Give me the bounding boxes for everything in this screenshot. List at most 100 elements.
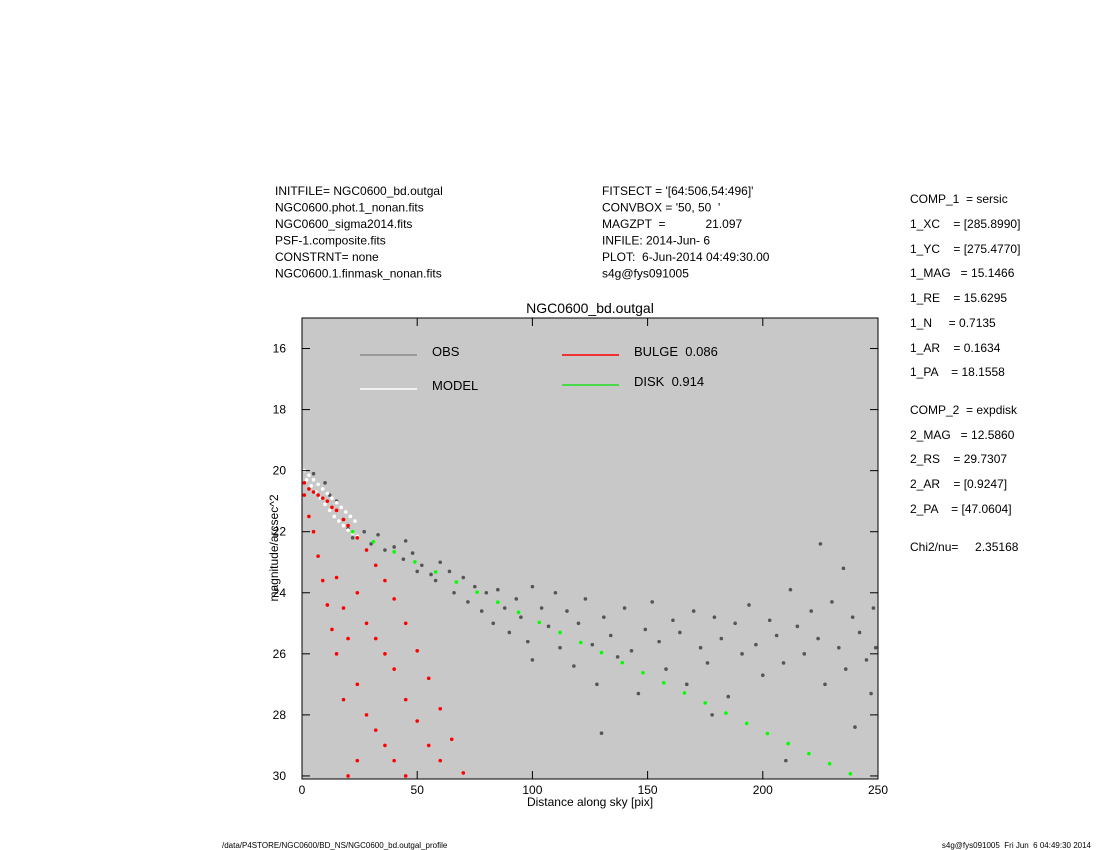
data-point	[403, 621, 408, 626]
data-point	[316, 554, 320, 558]
data-point	[311, 529, 316, 534]
y-tick-label: 18	[273, 403, 287, 417]
x-tick-label: 50	[411, 783, 425, 797]
plot-background	[302, 318, 878, 779]
data-point	[403, 539, 408, 543]
data-point	[373, 563, 378, 568]
data-point	[553, 590, 558, 595]
data-point	[583, 597, 588, 601]
data-point	[864, 658, 869, 662]
data-point	[369, 542, 373, 546]
data-point	[507, 630, 512, 635]
data-point	[636, 691, 641, 696]
data-point	[857, 630, 862, 635]
header-middle-line: PLOT: 6-Jun-2014 04:49:30.00	[602, 250, 770, 264]
data-point	[461, 771, 466, 775]
data-point	[364, 621, 369, 626]
data-point	[724, 711, 728, 715]
data-point	[491, 621, 496, 626]
legend-label: MODEL	[432, 378, 478, 393]
data-point	[392, 758, 396, 763]
parameter-line: 1_MAG = 15.1466	[910, 266, 1015, 280]
x-axis-label: Distance along sky [pix]	[527, 795, 653, 809]
data-point	[401, 557, 406, 561]
parameter-line: 1_AR = 0.1634	[910, 341, 1001, 355]
data-point	[795, 624, 800, 629]
footer-left: /data/P4STORE/NGC0600/BD_NS/NGC0600_bd.o…	[222, 841, 448, 850]
data-point	[362, 529, 367, 534]
data-point	[602, 615, 606, 619]
data-point	[330, 496, 334, 500]
data-point	[608, 633, 613, 638]
data-point	[330, 627, 334, 632]
data-point	[364, 713, 369, 717]
header-middle-line: MAGZPT = 21.097	[602, 217, 742, 231]
data-point	[341, 523, 346, 528]
data-point	[539, 606, 544, 610]
data-point	[325, 603, 330, 607]
data-point	[325, 491, 330, 496]
data-point	[307, 487, 311, 491]
data-point	[530, 584, 535, 589]
data-point	[413, 560, 417, 564]
data-point	[346, 523, 350, 528]
data-point	[850, 615, 855, 619]
data-point	[403, 774, 408, 778]
data-point	[452, 590, 456, 595]
legend-label: DISK 0.914	[634, 374, 704, 389]
data-point	[355, 590, 360, 595]
data-point	[712, 615, 717, 619]
data-point	[334, 500, 339, 505]
data-point	[320, 487, 325, 491]
data-point	[383, 548, 387, 552]
data-point	[848, 772, 853, 776]
data-point	[346, 528, 350, 532]
data-point	[661, 681, 666, 685]
data-point	[784, 758, 788, 763]
data-point	[733, 621, 737, 626]
data-point	[641, 670, 645, 675]
data-point	[622, 606, 627, 610]
data-point	[433, 570, 438, 574]
data-point	[392, 545, 396, 549]
data-point	[320, 578, 325, 583]
y-tick-label: 26	[273, 647, 287, 661]
data-point	[837, 645, 841, 650]
data-point	[348, 514, 353, 519]
data-point	[350, 536, 355, 540]
data-point	[392, 667, 396, 671]
data-point	[302, 493, 307, 497]
data-point	[682, 691, 687, 695]
data-point	[461, 575, 466, 580]
y-tick-label: 16	[273, 342, 287, 356]
data-point	[514, 597, 519, 601]
data-point	[671, 618, 675, 623]
data-point	[343, 510, 348, 514]
data-point	[341, 517, 346, 522]
data-point	[355, 536, 360, 540]
data-point	[371, 539, 376, 544]
y-tick-label: 22	[273, 525, 287, 539]
data-point	[710, 713, 714, 717]
data-point	[726, 694, 731, 699]
data-point	[316, 493, 320, 497]
parameter-line: 2_MAG = 12.5860	[910, 428, 1015, 442]
data-point	[572, 664, 576, 668]
data-point	[546, 624, 551, 629]
data-point	[747, 603, 751, 607]
data-point	[438, 560, 443, 565]
parameter-line: 1_PA = 18.1558	[910, 365, 1005, 379]
data-point	[473, 584, 477, 589]
data-point	[781, 661, 786, 665]
y-tick-label: 24	[273, 586, 287, 600]
parameter-line: 2_RS = 29.7307	[910, 452, 1007, 466]
data-point	[454, 580, 459, 584]
data-point	[698, 645, 703, 650]
header-middle-line: FITSECT = '[64:506,54:496]'	[602, 184, 753, 198]
data-point	[415, 719, 420, 723]
chart-title: NGC0600_bd.outgal	[526, 300, 654, 316]
data-point	[426, 743, 431, 748]
parameter-line: 1_XC = [285.8990]	[910, 217, 1020, 231]
data-point	[320, 496, 325, 500]
parameter-line: 2_PA = [47.0604]	[910, 502, 1012, 516]
